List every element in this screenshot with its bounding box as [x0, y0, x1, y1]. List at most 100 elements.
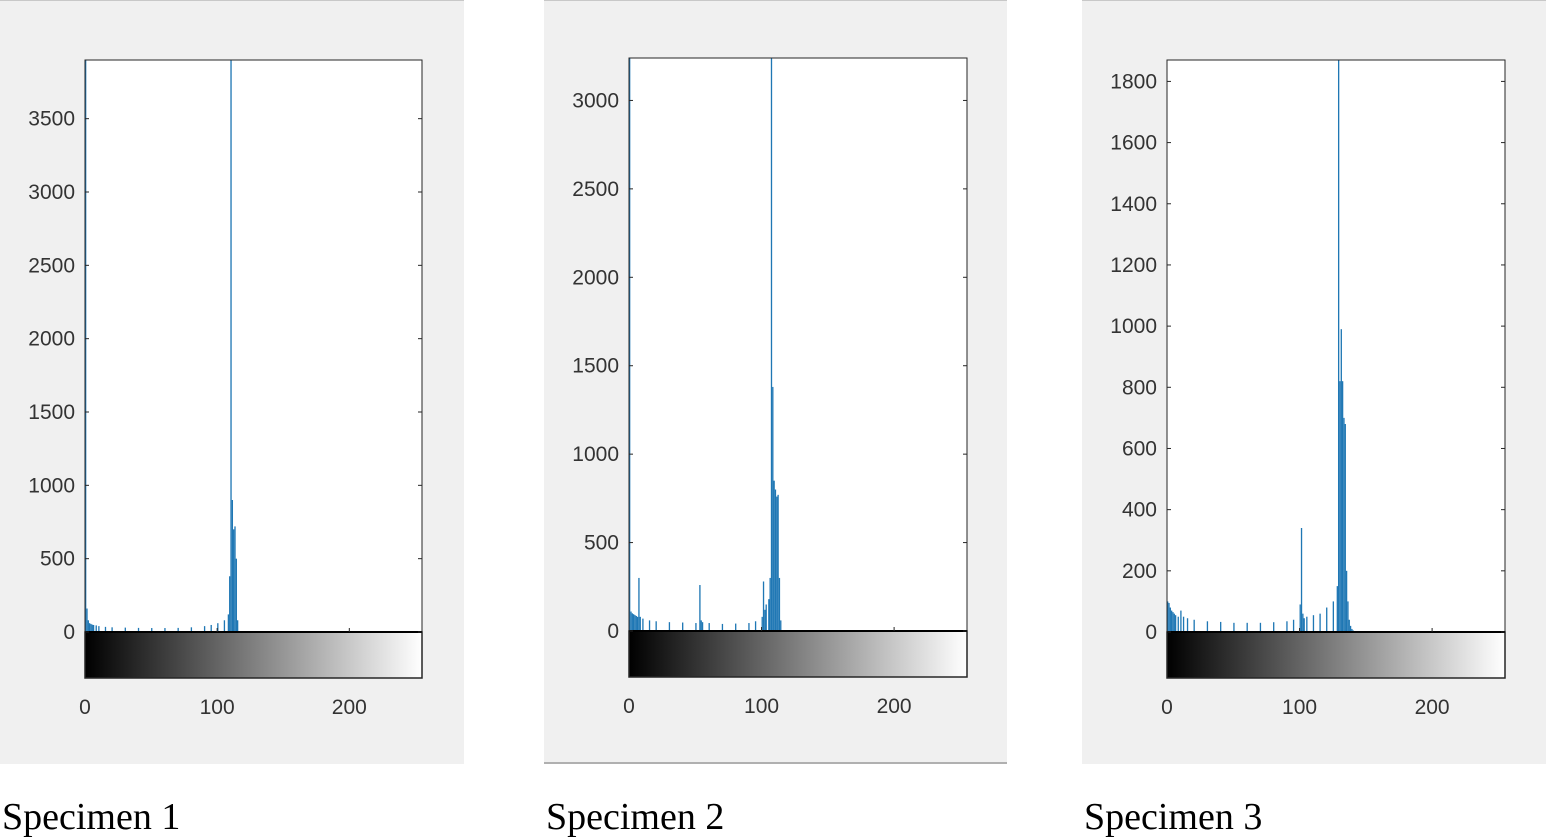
histogram-chart-1: 0 500 1000 1500 2000 2500 3000 3500 0 100 200 — [0, 0, 464, 764]
histogram-bar — [629, 58, 631, 631]
histogram-bar — [754, 621, 757, 631]
x-tick-label: 200 — [877, 695, 912, 718]
histogram-bar — [217, 623, 219, 632]
histogram-bar — [230, 60, 232, 632]
histogram-bar — [1286, 621, 1288, 632]
plot-area — [1167, 60, 1505, 632]
histogram-bar — [701, 622, 704, 631]
histogram-bar — [699, 585, 701, 631]
x-tick-label: 200 — [1415, 696, 1450, 719]
histogram-bar — [151, 628, 153, 632]
histogram-bar — [768, 599, 770, 631]
histogram-bar — [748, 623, 750, 631]
histogram-bar — [1206, 621, 1209, 632]
histogram-bar — [770, 58, 773, 631]
histogram-bar — [635, 615, 637, 631]
histogram-bar — [761, 616, 763, 631]
histogram-bar — [229, 576, 231, 632]
histogram-bar — [1299, 604, 1301, 632]
histogram-chart-3: 0 200 400 600 800 1000 1200 1400 1600 1800 0 100 200 — [1082, 0, 1546, 764]
histogram-bar — [780, 620, 782, 631]
y-tick-label: 800 — [1122, 376, 1157, 399]
x-tick-label: 100 — [744, 695, 779, 718]
plot-area — [629, 58, 967, 631]
histogram-bar — [1303, 618, 1305, 632]
histogram-bar — [234, 526, 236, 632]
histogram-bar — [700, 620, 702, 631]
y-tick-label: 2500 — [572, 178, 619, 201]
histogram-bar — [203, 626, 206, 632]
y-tick-label: 200 — [1122, 560, 1157, 583]
histogram-bar — [764, 609, 766, 631]
x-tick-label: 200 — [332, 696, 367, 719]
histogram-bar — [1341, 381, 1344, 632]
histogram-panel-1: 0 500 1000 1500 2000 2500 3000 3500 0 100 200 — [0, 0, 464, 764]
histogram-bar — [655, 621, 657, 631]
histogram-bar — [137, 627, 140, 632]
histogram-bar — [634, 615, 636, 631]
y-tick-label: 2000 — [28, 328, 75, 351]
histogram-bar — [762, 581, 765, 631]
histogram-bar — [1340, 329, 1342, 632]
histogram-bar — [210, 624, 212, 632]
histogram-bar — [773, 480, 775, 631]
histogram-bar — [1306, 616, 1308, 632]
histogram-bar — [1326, 607, 1328, 632]
histogram-bar — [1344, 424, 1346, 632]
y-tick-label: 1000 — [28, 474, 75, 497]
histogram-bar — [236, 620, 239, 632]
x-tick-label: 0 — [623, 695, 635, 718]
histogram-bar — [231, 500, 234, 632]
histogram-bar — [1300, 528, 1303, 632]
histogram-bar — [190, 627, 193, 632]
histogram-bar — [772, 386, 774, 631]
histogram-bar — [86, 608, 88, 632]
histogram-bar — [98, 626, 100, 632]
histogram-bar — [1193, 619, 1195, 632]
x-tick-label: 100 — [1282, 696, 1317, 719]
caption-specimen-2: Specimen 2 — [546, 796, 725, 838]
caption-specimen-3: Specimen 3 — [1084, 796, 1263, 838]
histogram-bar — [638, 577, 640, 631]
histogram-bar — [1259, 622, 1262, 632]
caption-specimen-1: Specimen 1 — [2, 796, 181, 838]
histogram-bar — [636, 616, 639, 631]
histogram-bar — [233, 529, 235, 632]
histogram-bar — [1348, 619, 1350, 632]
histogram-bar — [92, 624, 95, 632]
histogram-bar — [682, 622, 684, 631]
histogram-bar — [721, 623, 724, 631]
histogram-bar — [1337, 60, 1340, 632]
x-tick-label: 100 — [200, 696, 235, 719]
histogram-bar — [1339, 381, 1341, 632]
histogram-bar — [695, 623, 697, 631]
y-tick-label: 2500 — [28, 254, 75, 277]
histogram-bar — [1273, 622, 1275, 632]
histogram-bar — [164, 628, 166, 632]
histogram-bar — [1173, 613, 1175, 632]
histogram-bar — [778, 577, 781, 631]
histogram-bar — [1336, 586, 1338, 632]
histogram-bar — [777, 494, 779, 631]
histogram-bar — [769, 577, 771, 631]
histogram-panel-3: 0 200 400 600 800 1000 1200 1400 1600 1800 0 100 200 — [1082, 0, 1546, 764]
histogram-bar — [1167, 601, 1169, 632]
y-tick-label: 600 — [1122, 437, 1157, 460]
histogram-bar — [95, 625, 97, 632]
grayscale-colorbar — [1166, 631, 1506, 679]
histogram-bar — [1302, 613, 1304, 632]
y-tick-label: 0 — [607, 620, 619, 643]
histogram-bar — [765, 604, 767, 631]
histogram-bar — [111, 627, 113, 632]
histogram-bar — [1319, 613, 1321, 632]
histogram-bar — [1292, 619, 1295, 632]
y-tick-label: 3500 — [28, 108, 75, 131]
histogram-bar — [88, 623, 91, 632]
histogram-bar — [642, 618, 644, 631]
histogram-bar — [90, 623, 92, 632]
y-tick-label: 1800 — [1110, 70, 1157, 93]
histogram-chart-2: 0 500 1000 1500 2000 2500 3000 0 100 200 — [544, 0, 1007, 764]
y-tick-label: 500 — [40, 548, 75, 571]
histogram-bar — [776, 496, 778, 631]
histogram-bar — [1343, 417, 1345, 632]
